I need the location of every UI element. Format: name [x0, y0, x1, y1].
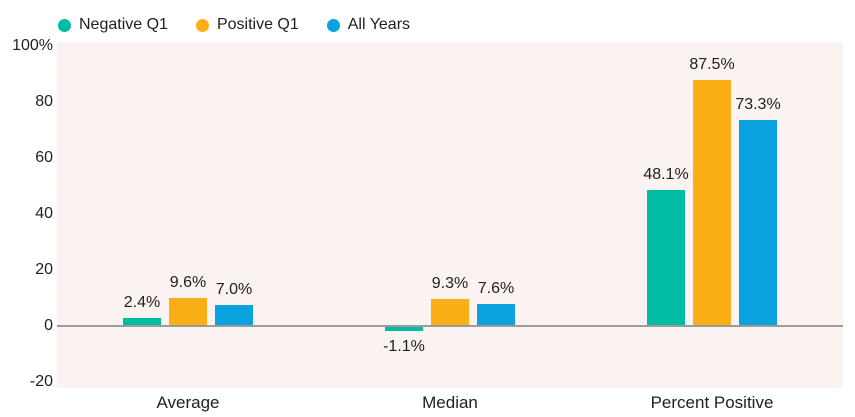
legend-label: All Years	[347, 16, 411, 33]
bar-negative-q1-average	[123, 318, 161, 325]
bar-value-label: 7.6%	[477, 280, 515, 297]
legend-item-negative-q1: Negative Q1	[58, 15, 168, 35]
bar-value-label: 9.6%	[169, 274, 207, 291]
y-axis-tick-label: 40	[35, 205, 53, 222]
legend-dot-icon	[58, 18, 71, 32]
zero-axis-line	[57, 325, 843, 327]
bar-positive-q1-average	[169, 298, 207, 325]
bar-all-years-percent-positive	[739, 120, 777, 325]
bar-value-label: 73.3%	[735, 96, 781, 113]
x-axis-label-median: Median	[422, 393, 478, 412]
y-axis-tick-label: -20	[29, 373, 53, 390]
legend-label: Positive Q1	[216, 16, 299, 33]
y-axis-tick-label: 20	[35, 261, 53, 278]
y-axis-tick-label: 100%	[12, 37, 53, 54]
y-axis-tick-label: 60	[35, 149, 53, 166]
bar-negative-q1-percent-positive	[647, 190, 685, 325]
bar-value-label: 87.5%	[689, 56, 735, 73]
legend-dot-icon	[195, 18, 209, 32]
legend-dot-icon	[326, 18, 340, 32]
bar-all-years-average	[215, 305, 253, 325]
chart-legend: Negative Q1 Positive Q1 All Years	[58, 15, 410, 35]
y-axis-tick-label: 80	[35, 93, 53, 110]
bar-value-label: -1.1%	[383, 338, 425, 355]
bar-all-years-median	[477, 304, 515, 325]
bar-positive-q1-median	[431, 299, 469, 325]
bar-value-label: 2.4%	[123, 294, 161, 311]
bar-negative-q1-median	[385, 327, 423, 331]
legend-item-positive-q1: Positive Q1	[195, 15, 299, 35]
x-axis-label-average: Average	[156, 393, 220, 412]
bar-positive-q1-percent-positive	[693, 80, 731, 325]
legend-item-all-years: All Years	[326, 15, 411, 35]
bar-value-label: 7.0%	[215, 281, 253, 298]
y-axis-tick-label: 0	[44, 317, 53, 334]
legend-label: Negative Q1	[79, 16, 168, 33]
x-axis-label-percent-positive: Percent Positive	[650, 393, 774, 412]
bar-value-label: 48.1%	[643, 166, 689, 183]
bar-value-label: 9.3%	[431, 275, 469, 292]
